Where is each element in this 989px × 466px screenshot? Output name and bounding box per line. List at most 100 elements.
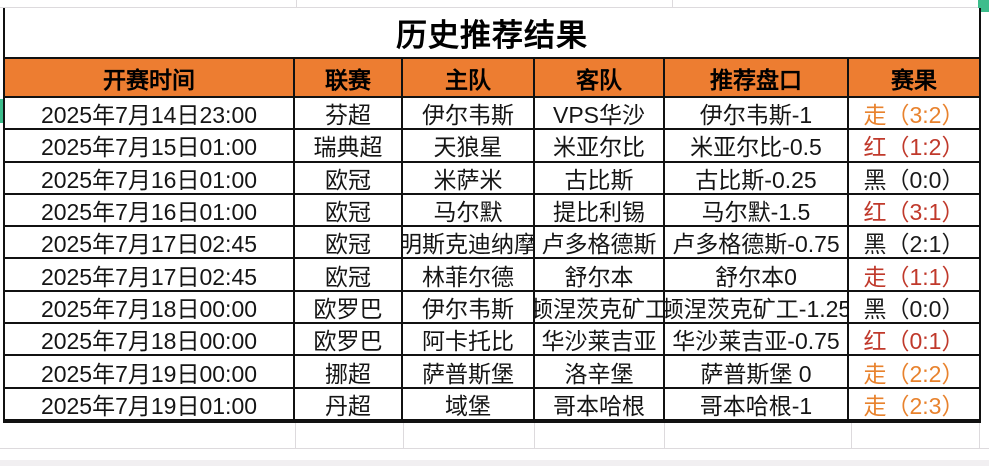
cell-league[interactable]: 欧罗巴 [295,291,403,323]
cell-result[interactable]: 走（1:1） [849,259,979,290]
cell-away[interactable]: 华沙莱吉亚 [535,324,665,355]
gridline [0,7,989,8]
result-text: 红（3:1） [863,199,965,226]
cell-home[interactable]: 域堡 [403,388,535,419]
cell-handicap[interactable]: 华沙莱吉亚-0.75 [665,324,849,355]
cell-handicap[interactable]: 哥本哈根-1 [665,388,849,419]
cell-result[interactable]: 走（3:2） [849,98,979,128]
cell-home[interactable]: 明斯克迪纳摩 [403,227,535,258]
table-row: 2025年7月18日00:00 欧罗巴 阿卡托比 华沙莱吉亚 华沙莱吉亚-0.7… [5,324,979,357]
cell-away[interactable]: 卢多格德斯 [535,227,665,258]
gridline [295,420,296,448]
cell-handicap[interactable]: 萨普斯堡 0 [665,356,849,387]
cell-result[interactable]: 走（2:2） [849,356,979,387]
selection-handle-left [0,99,4,123]
cell-result[interactable]: 黑（2:1） [849,227,979,257]
table-row: 2025年7月19日01:00 丹超 域堡 哥本哈根 哥本哈根-1 走（2:3） [5,388,979,421]
cell-handicap[interactable]: 舒尔本0 [665,259,849,290]
cell-home[interactable]: 萨普斯堡 [403,356,535,387]
gridline [534,420,535,448]
cell-league[interactable]: 瑞典超 [295,130,403,161]
cell-handicap[interactable]: 古比斯-0.25 [665,162,849,193]
cell-time[interactable]: 2025年7月17日02:45 [5,259,295,290]
title-cell[interactable]: 历史推荐结果 [3,8,981,57]
header-cell-handicap[interactable]: 推荐盘口 [665,59,849,96]
cell-away[interactable]: 提比利锡 [535,194,665,226]
cell-home[interactable]: 米萨米 [403,162,535,193]
cell-home[interactable]: 林菲尔德 [403,259,535,290]
gridline [403,420,404,448]
result-text: 黑（0:0） [863,295,965,322]
cell-result[interactable]: 红（3:1） [849,195,979,225]
result-text: 黑（0:0） [863,166,965,193]
table-row: 2025年7月15日01:00 瑞典超 天狼星 米亚尔比 米亚尔比-0.5 红（… [5,130,979,163]
header-cell-away[interactable]: 客队 [535,59,665,96]
cell-away[interactable]: 米亚尔比 [535,130,665,161]
cell-league[interactable]: 欧冠 [295,227,403,258]
cell-handicap[interactable]: 卢多格德斯-0.75 [665,227,849,258]
cell-handicap[interactable]: 马尔默-1.5 [665,194,849,226]
header-cell-time[interactable]: 开赛时间 [5,59,295,96]
cell-time[interactable]: 2025年7月18日00:00 [5,324,295,355]
gridline [664,420,665,448]
cell-result[interactable]: 走（2:3） [849,389,979,419]
cell-handicap[interactable]: 伊尔韦斯-1 [665,98,849,129]
cell-home[interactable]: 伊尔韦斯 [403,98,535,129]
cell-league[interactable]: 欧罗巴 [295,324,403,355]
bottom-row-shade [0,460,989,466]
cell-time[interactable]: 2025年7月19日01:00 [5,388,295,419]
cell-time[interactable]: 2025年7月16日01:00 [5,162,295,193]
table-row: 2025年7月18日00:00 欧罗巴 伊尔韦斯 顿涅茨克矿工 顿涅茨克矿工-1… [5,291,979,325]
result-text: 走（3:2） [863,102,965,129]
gridline [979,420,980,448]
header-cell-result[interactable]: 赛果 [849,59,979,96]
cell-away[interactable]: 洛辛堡 [535,356,665,387]
cell-away[interactable]: 古比斯 [535,162,665,193]
table-row: 2025年7月17日02:45 欧冠 明斯克迪纳摩 卢多格德斯 卢多格德斯-0.… [5,227,979,260]
result-text: 走（1:1） [863,263,965,290]
cell-home[interactable]: 阿卡托比 [403,324,535,355]
header-cell-league[interactable]: 联赛 [295,59,403,96]
cell-handicap[interactable]: 顿涅茨克矿工-1.25 [665,291,849,323]
cell-result[interactable]: 红（1:2） [849,130,979,160]
cell-home[interactable]: 天狼星 [403,130,535,161]
result-text: 走（2:2） [863,360,965,387]
cell-league[interactable]: 欧冠 [295,162,403,193]
cell-home[interactable]: 马尔默 [403,194,535,226]
cell-time[interactable]: 2025年7月17日02:45 [5,227,295,258]
cell-league[interactable]: 欧冠 [295,194,403,226]
table-row: 2025年7月16日01:00 欧冠 米萨米 古比斯 古比斯-0.25 黑（0:… [5,162,979,195]
cell-home[interactable]: 伊尔韦斯 [403,291,535,323]
cell-time[interactable]: 2025年7月15日01:00 [5,130,295,161]
cell-away[interactable]: 舒尔本 [535,259,665,290]
cell-time[interactable]: 2025年7月19日00:00 [5,356,295,387]
cell-away[interactable]: VPS华沙 [535,98,665,129]
gridline [296,0,297,7]
cell-handicap[interactable]: 米亚尔比-0.5 [665,130,849,161]
gridline [851,420,852,448]
cell-time[interactable]: 2025年7月14日23:00 [5,98,295,129]
cell-time[interactable]: 2025年7月16日01:00 [5,194,295,226]
gridline [0,448,989,449]
cell-result[interactable]: 黑（0:0） [849,292,979,322]
cell-league[interactable]: 芬超 [295,98,403,129]
selection-handle-top-right [978,0,989,12]
header-cell-home[interactable]: 主队 [403,59,535,96]
table-row: 2025年7月14日23:00 芬超 伊尔韦斯 VPS华沙 伊尔韦斯-1 走（3… [5,98,979,131]
cell-league[interactable]: 欧冠 [295,259,403,290]
gridline [672,0,673,7]
cell-result[interactable]: 黑（0:0） [849,163,979,193]
header-row: 开赛时间 联赛 主队 客队 推荐盘口 赛果 [5,59,979,98]
result-text: 走（2:3） [863,392,965,419]
page-title: 历史推荐结果 [396,18,588,53]
cell-away[interactable]: 哥本哈根 [535,388,665,419]
cell-away[interactable]: 顿涅茨克矿工 [535,291,665,323]
cell-league[interactable]: 丹超 [295,388,403,419]
results-table: 开赛时间 联赛 主队 客队 推荐盘口 赛果 2025年7月14日23:00 芬超… [3,57,981,423]
result-text: 红（1:2） [863,134,965,161]
cell-result[interactable]: 红（0:1） [849,324,979,354]
cell-time[interactable]: 2025年7月18日00:00 [5,291,295,323]
cell-league[interactable]: 挪超 [295,356,403,387]
table-row: 2025年7月19日00:00 挪超 萨普斯堡 洛辛堡 萨普斯堡 0 走（2:2… [5,356,979,389]
